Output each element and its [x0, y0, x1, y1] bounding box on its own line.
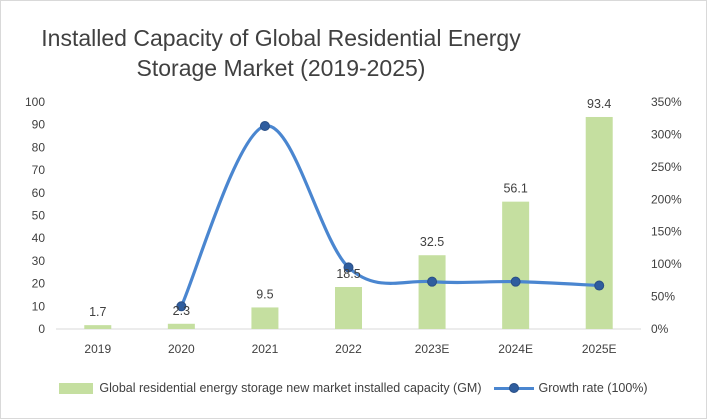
bar-data-label: 32.5 [420, 235, 444, 249]
bar-data-label: 9.5 [256, 287, 273, 301]
bar-data-labels: 1.7 2.3 9.5 18.5 32.5 56.1 93.4 [89, 97, 611, 319]
x-axis-tick-label: 2023E [415, 342, 450, 356]
growth-point [427, 276, 438, 287]
right-axis-tick-label: 0% [651, 322, 669, 336]
bar [502, 201, 530, 329]
bar [418, 255, 446, 329]
left-axis-tick-label: 20 [32, 277, 46, 291]
x-axis: 2019 2020 2021 2022 2023E 2024E 2025E [56, 328, 641, 356]
legend-label-capacity: Global residential energy storage new ma… [99, 381, 482, 395]
growth-point [343, 262, 354, 273]
left-axis-tick-label: 100 [25, 95, 45, 109]
left-axis-tick-label: 60 [32, 186, 46, 200]
bar [335, 287, 362, 329]
legend-label-growth: Growth rate (100%) [538, 381, 648, 395]
bar [84, 325, 112, 329]
left-axis-tick-label: 80 [32, 140, 46, 154]
bar [585, 116, 613, 330]
legend-bar-swatch [59, 382, 94, 394]
left-axis-tick-label: 40 [32, 231, 46, 245]
left-axis-tick-label: 50 [32, 209, 46, 223]
right-axis-tick-label: 250% [651, 160, 682, 174]
legend-line-swatch [493, 382, 534, 394]
x-axis-tick-label: 2025E [582, 342, 617, 356]
left-axis-tick-label: 0 [38, 322, 45, 336]
legend-item-capacity: Global residential energy storage new ma… [59, 381, 482, 395]
right-axis-tick-label: 50% [651, 290, 675, 304]
x-axis-tick-label: 2020 [168, 342, 195, 356]
growth-line [179, 124, 600, 307]
bar-data-label: 1.7 [89, 305, 106, 319]
right-axis-tick-label: 300% [651, 127, 682, 141]
left-axis-tick-label: 90 [32, 118, 46, 132]
bar-data-label: 56.1 [503, 182, 527, 196]
growth-point [510, 276, 521, 287]
bar [167, 323, 195, 329]
right-axis: 0% 50% 100% 150% 200% 250% 300% 350% [651, 95, 682, 336]
left-axis-tick-label: 70 [32, 163, 46, 177]
bar [251, 307, 279, 329]
x-axis-tick-label: 2024E [498, 342, 533, 356]
bar-data-label: 18.5 [336, 267, 360, 281]
x-axis-tick-label: 2019 [84, 342, 111, 356]
x-axis-tick-label: 2022 [335, 342, 362, 356]
right-axis-tick-label: 200% [651, 192, 682, 206]
legend: Global residential energy storage new ma… [1, 381, 706, 395]
chart-title: Installed Capacity of Global Residential… [41, 25, 521, 81]
left-axis: 0 10 20 30 40 50 60 70 80 90 100 [25, 95, 45, 336]
bar-series [84, 116, 613, 330]
left-axis-tick-label: 10 [32, 299, 46, 313]
x-axis-tick-label: 2021 [252, 342, 279, 356]
bar-data-label: 93.4 [587, 97, 611, 111]
growth-point [259, 120, 270, 131]
right-axis-tick-label: 150% [651, 225, 682, 239]
bar-data-label: 2.3 [173, 304, 190, 318]
right-axis-tick-label: 350% [651, 95, 682, 109]
legend-item-growth: Growth rate (100%) [493, 381, 648, 395]
right-axis-tick-label: 100% [651, 257, 682, 271]
growth-point [594, 280, 605, 291]
growth-point [176, 301, 187, 312]
left-axis-tick-label: 30 [32, 254, 46, 268]
growth-line-series [176, 120, 605, 312]
